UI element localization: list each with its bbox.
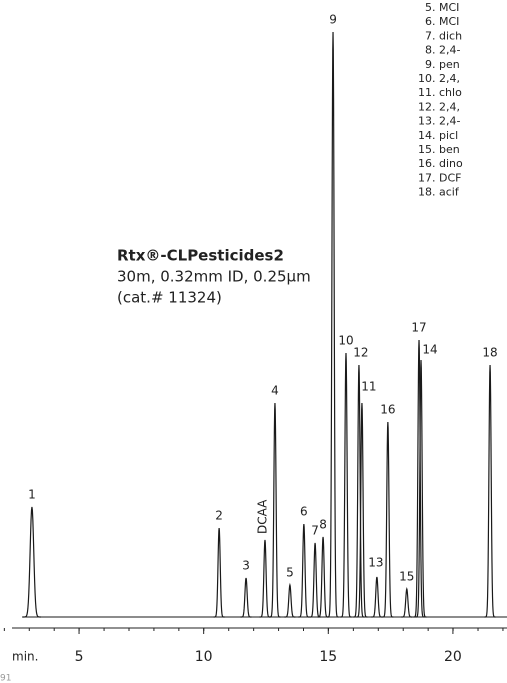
peak-label: 3 bbox=[242, 559, 250, 573]
x-tick-label: 20 bbox=[444, 649, 462, 665]
peak bbox=[298, 523, 310, 618]
peak bbox=[240, 577, 252, 618]
peak bbox=[309, 542, 321, 618]
legend-entry: 17. DCF bbox=[418, 171, 461, 184]
legend-entry: 6. MCI bbox=[425, 15, 459, 28]
peak-label: 9 bbox=[329, 13, 337, 27]
peak-label: 2 bbox=[215, 509, 223, 523]
legend-entry: 8. 2,4- bbox=[425, 44, 460, 57]
x-tick-label: 5 bbox=[75, 649, 84, 665]
column-name: Rtx®-CLPesticides2 bbox=[117, 247, 284, 265]
peak bbox=[213, 527, 225, 618]
peak bbox=[284, 582, 296, 618]
x-tick-label: 15 bbox=[319, 649, 337, 665]
peak-label: 11 bbox=[361, 380, 376, 394]
peak-label: 17 bbox=[411, 321, 426, 335]
legend-entry: 14. picl bbox=[418, 129, 458, 142]
peak bbox=[340, 352, 352, 618]
peak-label: 14 bbox=[422, 343, 437, 357]
legend-entry: 18. acif bbox=[418, 186, 460, 199]
peak bbox=[353, 364, 365, 618]
column-catalog: (cat.# 11324) bbox=[117, 289, 222, 307]
legend-entry: 9. pen bbox=[425, 58, 460, 71]
legend-entry: 7. dich bbox=[425, 29, 462, 42]
peak bbox=[371, 576, 383, 618]
peak-label: 12 bbox=[353, 346, 368, 360]
x-tick-label: 10 bbox=[195, 649, 213, 665]
peak-label: 8 bbox=[319, 518, 327, 532]
peak bbox=[356, 402, 368, 618]
peak bbox=[327, 31, 339, 618]
peak bbox=[413, 339, 425, 618]
peak bbox=[382, 421, 394, 618]
peak-label: 7 bbox=[311, 524, 319, 538]
legend-entry: 15. ben bbox=[418, 143, 460, 156]
peak-label: 18 bbox=[482, 346, 497, 360]
peak-label: 5 bbox=[286, 566, 294, 580]
peak bbox=[259, 539, 271, 618]
peak-label: 6 bbox=[300, 505, 308, 519]
peak bbox=[401, 587, 413, 618]
peak-label: 1 bbox=[28, 488, 36, 502]
peak-label: 13 bbox=[368, 556, 383, 570]
footer-code: 91 bbox=[0, 674, 11, 683]
legend-entry: 12. 2,4, bbox=[418, 100, 460, 113]
legend-entry: 5. MCI bbox=[425, 1, 459, 14]
x-axis-label: min. bbox=[12, 650, 38, 664]
peak bbox=[415, 359, 427, 618]
legend-entry: 13. 2,4- bbox=[418, 115, 460, 128]
peak bbox=[22, 506, 41, 618]
peak bbox=[269, 402, 281, 618]
peak-label: 4 bbox=[271, 384, 279, 398]
legend-entry: 11. chlo bbox=[418, 86, 462, 99]
peak bbox=[484, 364, 496, 618]
peak-label: 16 bbox=[380, 403, 395, 417]
peak-label: DCAA bbox=[255, 499, 269, 534]
legend-entry: 16. dino bbox=[418, 157, 463, 170]
peak-label: 10 bbox=[338, 334, 353, 348]
peak bbox=[317, 536, 329, 618]
column-dimensions: 30m, 0.32mm ID, 0.25µm bbox=[117, 268, 311, 286]
legend-entry: 10. 2,4, bbox=[418, 72, 460, 85]
peak-label: 15 bbox=[399, 570, 414, 584]
